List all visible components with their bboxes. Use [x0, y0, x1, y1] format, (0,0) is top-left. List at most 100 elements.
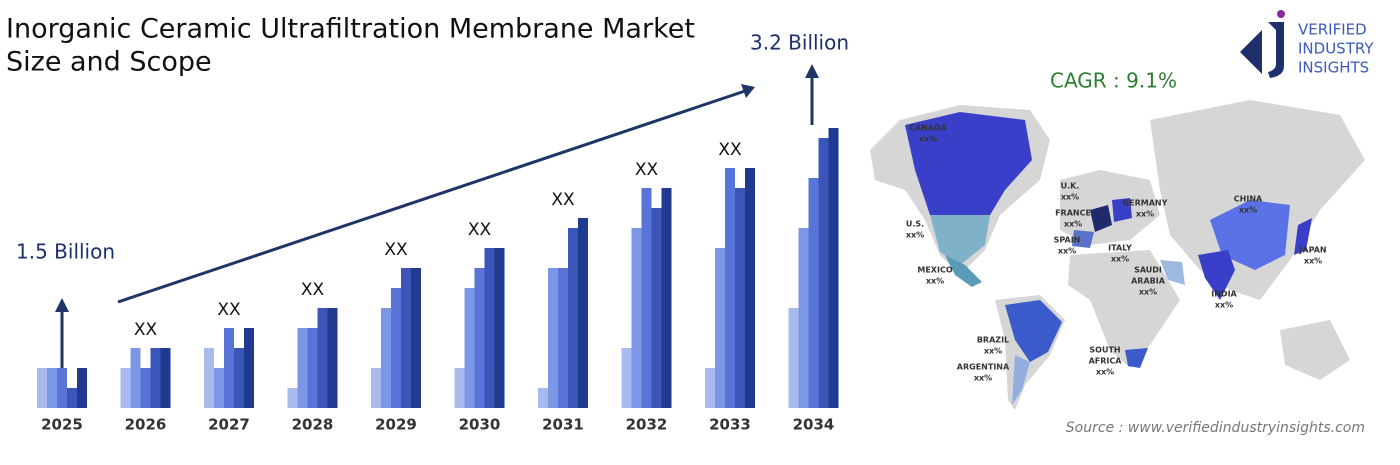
source: Source : www.verifiedindustryinsights.co… — [1066, 420, 1365, 436]
logo-text: INDUSTRY — [1298, 40, 1374, 58]
map-value: xx% — [1096, 368, 1114, 377]
bar — [317, 308, 328, 408]
cagr: CAGR : 9.1% — [1050, 69, 1177, 93]
value-label: XX — [551, 190, 575, 210]
x-tick-label: 2034 — [793, 416, 835, 434]
map-label: MEXICO — [917, 266, 952, 275]
bar — [828, 128, 839, 408]
bar — [818, 138, 829, 408]
bar — [120, 368, 131, 408]
bar — [307, 328, 318, 408]
map-value: xx% — [1111, 255, 1129, 264]
bar — [160, 348, 171, 408]
bar — [464, 288, 475, 408]
bar — [204, 348, 214, 408]
map-value: xx% — [1136, 210, 1154, 219]
bar — [494, 248, 505, 408]
map-label: FRANCE — [1055, 209, 1091, 218]
map-label: ARABIA — [1131, 277, 1166, 286]
map-value: xx% — [1058, 247, 1076, 256]
bar — [47, 368, 57, 408]
x-tick-label: 2026 — [125, 416, 167, 434]
map-label: SAUDI — [1134, 266, 1162, 275]
map-value: xx% — [1215, 301, 1233, 310]
bar — [808, 178, 819, 408]
map-label: ARGENTINA — [957, 363, 1010, 372]
x-tick-label: 2032 — [626, 416, 668, 434]
bar — [391, 288, 401, 408]
map-value: xx% — [1239, 206, 1257, 215]
bar — [381, 308, 391, 408]
map-label: JAPAN — [1298, 246, 1326, 255]
title: Size and Scope — [6, 47, 212, 78]
bar — [401, 268, 411, 408]
bar — [140, 368, 151, 408]
bar — [244, 328, 254, 408]
bar — [705, 368, 715, 408]
bar — [621, 348, 632, 408]
map-value: xx% — [1061, 193, 1079, 202]
x-tick-label: 2025 — [41, 416, 83, 434]
bar — [214, 368, 224, 408]
bar — [287, 388, 298, 408]
map-value: xx% — [984, 347, 1002, 356]
bar — [798, 228, 809, 408]
bar — [474, 268, 485, 408]
map-value: xx% — [1304, 257, 1322, 266]
x-tick-label: 2028 — [292, 416, 334, 434]
value-label: XX — [635, 160, 659, 180]
bar — [297, 328, 308, 408]
bar — [631, 228, 642, 408]
x-tick-label: 2029 — [375, 416, 417, 434]
bar — [234, 348, 244, 408]
bar — [77, 368, 87, 408]
end-label: 3.2 Billion — [750, 31, 849, 55]
value-label: XX — [134, 320, 158, 340]
bar — [558, 268, 568, 408]
x-tick-label: 2031 — [542, 416, 584, 434]
bar — [454, 368, 465, 408]
logo-text: INSIGHTS — [1298, 59, 1369, 77]
value-label: XX — [217, 300, 241, 320]
title: Inorganic Ceramic Ultrafiltration Membra… — [6, 14, 695, 45]
map-label: U.K. — [1061, 182, 1080, 191]
x-tick-label: 2033 — [709, 416, 751, 434]
bar — [130, 348, 141, 408]
bar — [67, 388, 77, 408]
value-label: XX — [718, 140, 742, 160]
bar — [725, 168, 735, 408]
bar — [411, 268, 421, 408]
x-tick-label: 2030 — [459, 416, 501, 434]
map-label: CHINA — [1234, 195, 1263, 204]
map-value: xx% — [1139, 288, 1157, 297]
value-label: XX — [384, 240, 408, 260]
bar — [538, 388, 548, 408]
bar — [150, 348, 161, 408]
bar — [745, 168, 755, 408]
bar — [651, 208, 662, 408]
bar — [224, 328, 234, 408]
map-value: xx% — [1064, 220, 1082, 229]
map-label: AFRICA — [1089, 357, 1123, 366]
value-label: XX — [301, 280, 325, 300]
bar — [641, 188, 652, 408]
map-label: SOUTH — [1089, 346, 1120, 355]
map-value: xx% — [926, 277, 944, 286]
bar — [661, 188, 672, 408]
logo: VERIFIED INDUSTRY INSIGHTS — [1240, 10, 1374, 78]
bar — [715, 248, 725, 408]
map-label: GERMANY — [1123, 199, 1168, 208]
bar — [568, 228, 578, 408]
bar — [327, 308, 338, 408]
x-tick-label: 2027 — [208, 416, 250, 434]
bar — [57, 368, 67, 408]
arrows — [55, 64, 819, 368]
map-label: BRAZIL — [977, 336, 1009, 345]
map-label: U.S. — [906, 220, 924, 229]
bar — [37, 368, 47, 408]
map-value: xx% — [919, 135, 937, 144]
bar — [484, 248, 495, 408]
map-label: SPAIN — [1054, 236, 1081, 245]
map-label: INDIA — [1211, 290, 1237, 299]
